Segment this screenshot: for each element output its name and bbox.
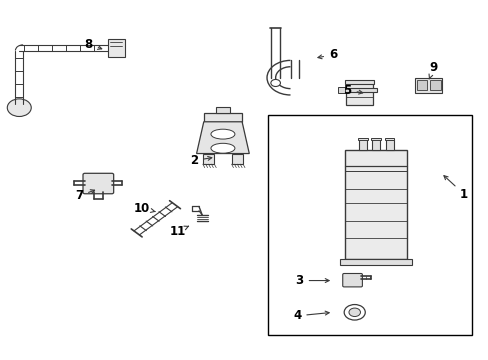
Text: 5: 5 — [343, 84, 362, 96]
Text: 4: 4 — [292, 309, 328, 322]
Bar — [384, 138, 394, 140]
Bar — [358, 139, 366, 150]
Text: 1: 1 — [443, 176, 467, 201]
Bar — [340, 259, 411, 265]
Polygon shape — [196, 122, 249, 154]
Bar — [385, 139, 393, 150]
FancyBboxPatch shape — [342, 274, 362, 287]
Bar — [429, 80, 440, 90]
Text: 9: 9 — [428, 60, 437, 79]
Bar — [345, 150, 407, 259]
Bar — [416, 80, 426, 90]
Circle shape — [344, 305, 365, 320]
Circle shape — [348, 308, 360, 316]
Bar — [357, 138, 367, 140]
Bar — [344, 80, 373, 84]
Bar — [372, 139, 379, 150]
Text: 10: 10 — [133, 202, 155, 215]
Bar — [346, 82, 372, 105]
FancyBboxPatch shape — [83, 173, 113, 194]
Text: 3: 3 — [295, 274, 328, 287]
Bar — [337, 86, 345, 93]
Ellipse shape — [210, 129, 234, 139]
Text: 6: 6 — [317, 48, 337, 61]
Bar — [203, 154, 214, 164]
Bar — [371, 138, 380, 140]
Bar — [203, 113, 242, 122]
FancyBboxPatch shape — [414, 78, 442, 93]
Bar — [231, 154, 243, 164]
Bar — [341, 87, 377, 92]
Bar — [108, 39, 124, 57]
Text: 2: 2 — [190, 154, 211, 167]
Ellipse shape — [210, 143, 234, 153]
Text: 11: 11 — [169, 225, 188, 238]
Bar — [267, 115, 471, 335]
Text: 7: 7 — [75, 189, 94, 202]
Text: 8: 8 — [84, 38, 102, 51]
Bar — [215, 107, 230, 113]
Circle shape — [7, 99, 31, 117]
Circle shape — [270, 80, 280, 86]
